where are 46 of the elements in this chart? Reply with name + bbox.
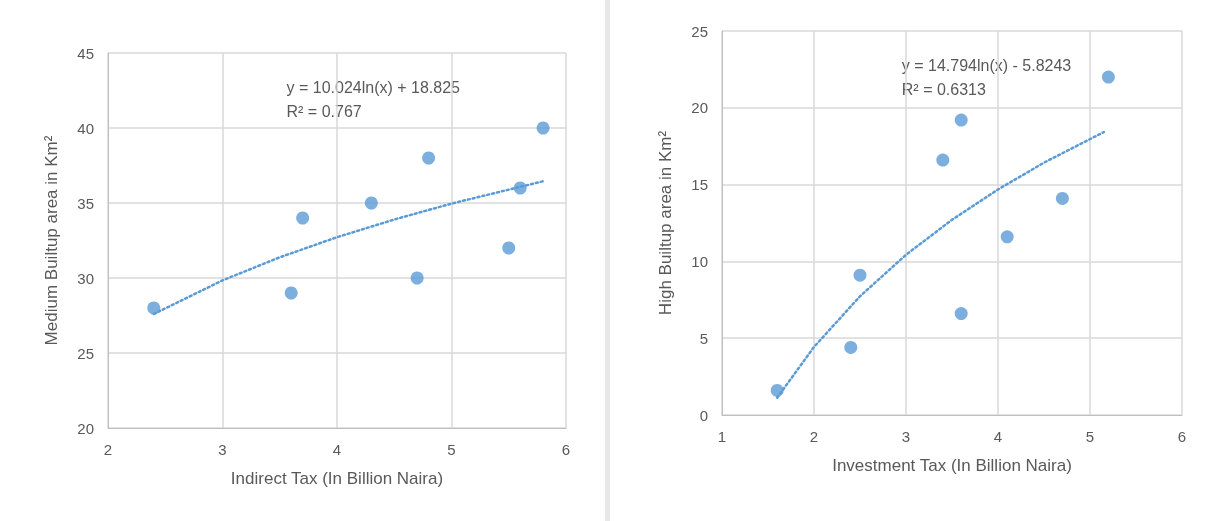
point	[1101, 70, 1115, 84]
point	[954, 307, 968, 321]
x-tick-label: 5	[447, 441, 456, 458]
point	[954, 113, 968, 127]
point	[536, 121, 550, 135]
x-tick-label: 3	[901, 428, 911, 445]
x-tick-label: 6	[1177, 428, 1187, 445]
x-axis-title: Indirect Tax (In Billion Naira)	[230, 469, 444, 488]
y-tick-label: 10	[691, 252, 708, 270]
y-axis-title: Medium Builtup area in Km²	[42, 135, 61, 346]
point	[422, 151, 436, 165]
y-tick-label: 25	[691, 22, 708, 40]
annotation: R² = 0.767	[286, 102, 362, 120]
x-tick-label: 1	[717, 428, 727, 445]
point	[284, 286, 298, 300]
x-tick-label: 4	[332, 441, 342, 458]
point	[853, 268, 867, 282]
y-tick-label: 45	[77, 44, 94, 62]
y-tick-label: 30	[77, 269, 94, 287]
point	[296, 211, 310, 225]
y-tick-label: 0	[699, 406, 708, 424]
y-tick-label: 5	[699, 329, 708, 347]
y-axis-title: High Builtup area in Km²	[656, 130, 675, 316]
x-tick-label: 4	[993, 428, 1003, 445]
y-tick-label: 15	[691, 176, 708, 194]
y-tick-label: 25	[77, 344, 94, 362]
point	[1000, 230, 1014, 244]
y-tick-label: 40	[77, 119, 94, 137]
point	[410, 271, 424, 285]
point	[364, 196, 378, 210]
y-tick-label: 20	[691, 99, 708, 117]
x-tick-label: 3	[218, 441, 227, 458]
y-tick-label: 20	[77, 419, 94, 437]
annotation: y = 14.794ln(x) - 5.8243	[901, 56, 1072, 74]
point	[502, 241, 516, 255]
x-axis-title: Investment Tax (In Billion Naira)	[832, 456, 1072, 475]
x-tick-label: 6	[561, 441, 571, 458]
annotation: y = 10.024ln(x) + 18.825	[286, 78, 461, 96]
x-tick-label: 2	[103, 441, 113, 458]
point	[936, 153, 950, 167]
x-tick-label: 2	[809, 428, 819, 445]
point	[1055, 191, 1069, 205]
y-tick-label: 35	[77, 194, 94, 212]
point	[844, 340, 858, 354]
x-tick-label: 5	[1085, 428, 1095, 445]
annotation: R² = 0.6313	[901, 80, 986, 98]
